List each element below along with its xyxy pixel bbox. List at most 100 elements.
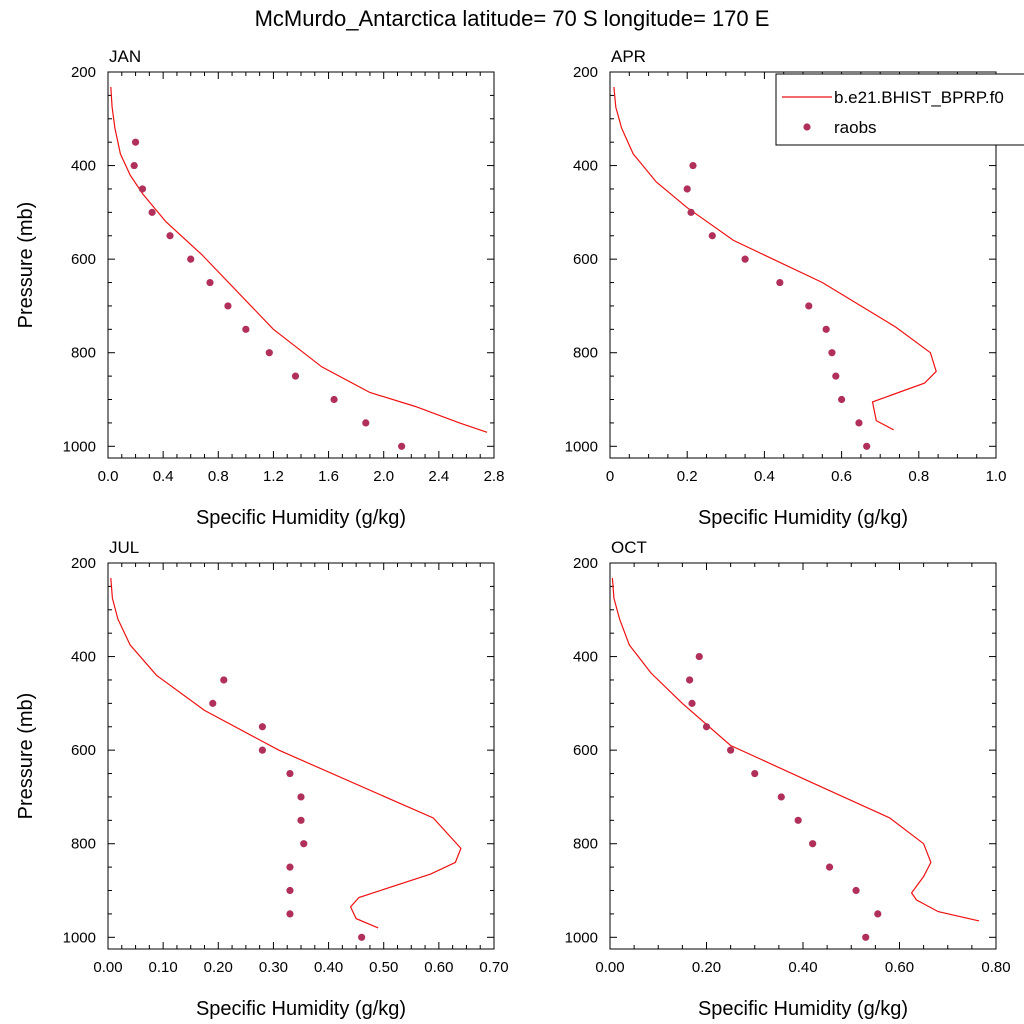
data-area [611, 577, 980, 941]
plot-frame [107, 562, 495, 950]
raobs-point [297, 793, 305, 801]
x-axis-label: Specific Humidity (g/kg) [196, 507, 406, 529]
legend-box [775, 73, 1024, 146]
panel-oct: OCT 0.00 0.20 0.40 0.60 0.80 200 400 600 800 1000 S… [565, 538, 1011, 1020]
y-tick-label: 400 [573, 649, 598, 666]
legend-marker-swatch [803, 123, 811, 131]
x-axis-label: Specific Humidity (g/kg) [698, 998, 908, 1020]
raobs-point [686, 676, 694, 684]
model-series-line [611, 577, 980, 922]
y-tick-label: 200 [573, 64, 598, 81]
x-tick-label: 0.70 [479, 959, 508, 976]
y-tick-label: 200 [71, 64, 96, 81]
x-tick-label: 1.2 [263, 468, 284, 485]
figure-title: McMurdo_Antarctica latitude= 70 S longit… [255, 6, 770, 31]
raobs-point [794, 816, 802, 824]
y-tick-label: 1000 [565, 438, 598, 455]
x-tick-label: 0.60 [424, 959, 453, 976]
raobs-point [683, 185, 691, 193]
x-tick-label: 0.0 [98, 468, 119, 485]
x-tick-label: 0.60 [885, 959, 914, 976]
y-tick-label: 600 [573, 742, 598, 759]
raobs-point [708, 232, 716, 240]
x-tick-label: 1.6 [318, 468, 339, 485]
legend-label-raobs: raobs [834, 118, 877, 137]
raobs-point [148, 208, 156, 216]
x-tick-label: 0.40 [314, 959, 343, 976]
model-series-line [613, 86, 937, 431]
y-tick-label: 200 [573, 555, 598, 572]
raobs-point [852, 886, 860, 895]
raobs-point [130, 161, 138, 170]
raobs-point [863, 442, 871, 450]
raobs-point [688, 699, 696, 707]
data-area [110, 86, 488, 450]
x-tick-label: 2.0 [373, 468, 394, 485]
legend-label-model: b.e21.BHIST_BPRP.f0 [834, 88, 1004, 107]
x-tick-label: 0.40 [788, 959, 817, 976]
panel-title: APR [611, 47, 646, 66]
plot-frame [609, 562, 997, 950]
x-tick-label: 0 [606, 468, 614, 485]
raobs-point [265, 349, 273, 357]
x-tick-label: 2.8 [484, 468, 505, 485]
x-tick-label: 0.6 [831, 468, 852, 485]
panel-title: JUL [109, 538, 139, 557]
y-tick-label: 600 [71, 251, 96, 268]
y-tick-label: 1000 [63, 438, 96, 455]
y-tick-label: 800 [573, 345, 598, 362]
x-tick-label: 0.2 [677, 468, 698, 485]
raobs-point [874, 910, 882, 918]
raobs-point [805, 302, 813, 310]
raobs-point [862, 933, 870, 941]
y-tick-label: 600 [71, 742, 96, 759]
data-area [613, 86, 937, 450]
raobs-point [330, 395, 338, 404]
raobs-point [131, 138, 140, 146]
raobs-point [358, 933, 366, 941]
raobs-point [286, 886, 294, 895]
raobs-point [822, 325, 830, 333]
raobs-point [695, 652, 703, 661]
raobs-point [286, 863, 294, 871]
y-axis-label: Pressure (mb) [15, 693, 37, 820]
y-tick-label: 400 [573, 158, 598, 175]
x-tick-label: 0.00 [595, 959, 624, 976]
raobs-point [809, 840, 817, 848]
raobs-point [362, 419, 370, 427]
x-tick-label: 0.4 [153, 468, 174, 485]
y-tick-label: 1000 [565, 929, 598, 946]
x-tick-label: 0.30 [259, 959, 288, 976]
raobs-point [224, 302, 232, 310]
y-tick-label: 600 [573, 251, 598, 268]
x-tick-label: 0.80 [981, 959, 1010, 976]
raobs-point [687, 208, 695, 216]
y-tick-label: 400 [71, 649, 96, 666]
model-series-line [110, 577, 462, 929]
y-tick-label: 400 [71, 158, 96, 175]
raobs-point [777, 793, 785, 801]
panel-title: OCT [611, 538, 647, 557]
x-tick-label: 0.8 [908, 468, 929, 485]
raobs-point [300, 840, 308, 848]
raobs-point [832, 372, 840, 380]
y-axis-label: Pressure (mb) [15, 202, 37, 329]
raobs-point [297, 816, 305, 824]
raobs-point [291, 372, 300, 380]
raobs-point [206, 278, 214, 287]
x-tick-label: 0.20 [204, 959, 233, 976]
x-tick-label: 0.50 [369, 959, 398, 976]
raobs-point [741, 255, 749, 263]
raobs-point [702, 723, 711, 731]
raobs-point [209, 699, 217, 707]
raobs-point [398, 442, 406, 450]
raobs-point [138, 185, 147, 193]
x-axis-label: Specific Humidity (g/kg) [196, 998, 406, 1020]
x-tick-label: 0.10 [149, 959, 178, 976]
raobs-point [776, 278, 784, 287]
x-tick-label: 0.4 [754, 468, 775, 485]
x-axis-label: Specific Humidity (g/kg) [698, 507, 908, 529]
y-tick-label: 800 [71, 836, 96, 853]
